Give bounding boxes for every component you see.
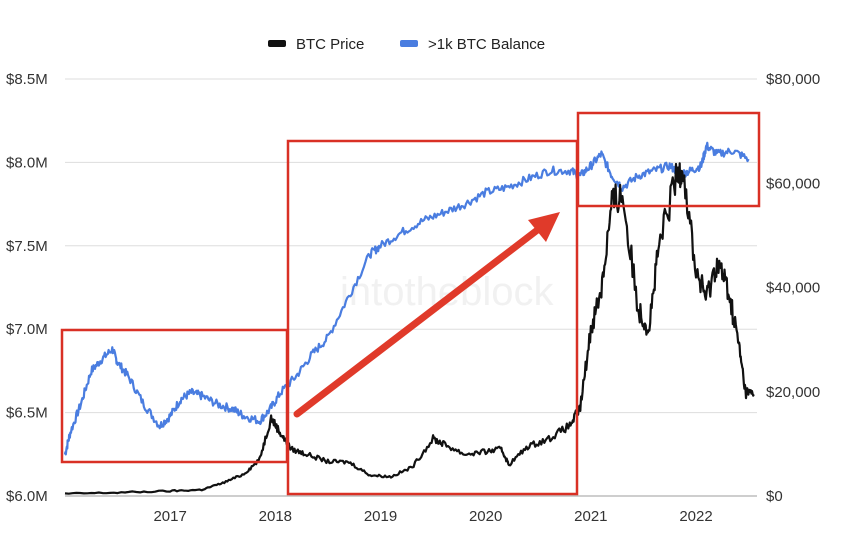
- x-tick-label: 2021: [574, 508, 607, 525]
- x-axis-ticks: 2017 2018 2019 2020 2021 2022: [153, 508, 712, 525]
- right-tick-label: $80,000: [766, 71, 820, 88]
- left-tick-label: $6.5M: [6, 405, 48, 422]
- left-axis-ticks: $6.0M $6.5M $7.0M $7.5M $8.0M $8.5M: [6, 71, 48, 505]
- x-tick-label: 2022: [679, 508, 712, 525]
- highlight-box-2021-2022: [576, 111, 761, 208]
- right-tick-label: $0: [766, 488, 783, 505]
- trend-arrow-head: [528, 212, 560, 242]
- legend: BTC Price >1k BTC Balance: [268, 36, 545, 53]
- right-axis-ticks: $0 $20,000 $40,000 $60,000 $80,000: [766, 71, 820, 505]
- x-tick-label: 2020: [469, 508, 502, 525]
- right-tick-label: $60,000: [766, 175, 820, 192]
- right-tick-label: $20,000: [766, 384, 820, 401]
- x-tick-label: 2018: [259, 508, 292, 525]
- price-series-line: [64, 162, 755, 495]
- annotations: [60, 111, 761, 496]
- balance-series-line: [63, 141, 750, 456]
- left-tick-label: $8.5M: [6, 71, 48, 88]
- left-tick-label: $7.5M: [6, 238, 48, 255]
- legend-swatch: [400, 40, 418, 47]
- highlight-box-2018-2020: [286, 139, 579, 496]
- legend-swatch: [268, 40, 286, 47]
- right-tick-label: $40,000: [766, 280, 820, 297]
- legend-label: BTC Price: [296, 36, 364, 53]
- watermark: intotheblock: [340, 270, 554, 314]
- trend-arrow-shaft: [293, 224, 544, 418]
- left-tick-label: $8.0M: [6, 154, 48, 171]
- left-tick-label: $7.0M: [6, 321, 48, 338]
- watermark-text: intotheblock: [340, 270, 554, 314]
- legend-label: >1k BTC Balance: [428, 36, 545, 53]
- x-tick-label: 2019: [364, 508, 397, 525]
- highlight-box-2016-2017: [60, 328, 289, 464]
- left-tick-label: $6.0M: [6, 488, 48, 505]
- x-tick-label: 2017: [153, 508, 186, 525]
- series-lines: [63, 141, 755, 495]
